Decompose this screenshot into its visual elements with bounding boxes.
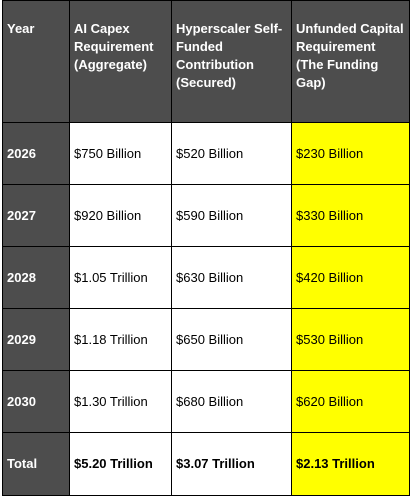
total-row: Total $5.20 Trillion $3.07 Trillion $2.1… bbox=[2, 432, 410, 496]
unfunded-cell: $420 Billion bbox=[291, 246, 410, 309]
table-body: 2026 $750 Billion $520 Billion $230 Bill… bbox=[2, 122, 410, 496]
self-funded-cell: $650 Billion bbox=[171, 308, 292, 371]
year-cell: 2029 bbox=[2, 308, 70, 371]
year-cell: 2026 bbox=[2, 122, 70, 185]
table-row: 2029 $1.18 Trillion $650 Billion $530 Bi… bbox=[2, 308, 410, 371]
capex-cell: $1.18 Trillion bbox=[69, 308, 172, 371]
year-cell: 2027 bbox=[2, 184, 70, 247]
total-label: Total bbox=[2, 432, 70, 496]
header-row: Year AI Capex Requirement (Aggregate) Hy… bbox=[2, 0, 410, 123]
unfunded-cell: $620 Billion bbox=[291, 370, 410, 433]
capex-cell: $920 Billion bbox=[69, 184, 172, 247]
header-self-funded: Hyperscaler Self-Funded Contribution (Se… bbox=[171, 0, 292, 123]
header-year: Year bbox=[2, 0, 70, 123]
self-funded-cell: $520 Billion bbox=[171, 122, 292, 185]
total-capex: $5.20 Trillion bbox=[69, 432, 172, 496]
total-unfunded: $2.13 Trillion bbox=[291, 432, 410, 496]
header-unfunded: Unfunded Capital Requirement (The Fundin… bbox=[291, 0, 410, 123]
self-funded-cell: $680 Billion bbox=[171, 370, 292, 433]
capex-cell: $750 Billion bbox=[69, 122, 172, 185]
table-row: 2028 $1.05 Trillion $630 Billion $420 Bi… bbox=[2, 246, 410, 309]
table-header: Year AI Capex Requirement (Aggregate) Hy… bbox=[2, 0, 410, 123]
table-row: 2027 $920 Billion $590 Billion $330 Bill… bbox=[2, 184, 410, 247]
total-self-funded: $3.07 Trillion bbox=[171, 432, 292, 496]
table-row: 2026 $750 Billion $520 Billion $230 Bill… bbox=[2, 122, 410, 185]
self-funded-cell: $630 Billion bbox=[171, 246, 292, 309]
unfunded-cell: $530 Billion bbox=[291, 308, 410, 371]
year-cell: 2028 bbox=[2, 246, 70, 309]
unfunded-cell: $230 Billion bbox=[291, 122, 410, 185]
year-cell: 2030 bbox=[2, 370, 70, 433]
capex-cell: $1.30 Trillion bbox=[69, 370, 172, 433]
unfunded-cell: $330 Billion bbox=[291, 184, 410, 247]
capex-cell: $1.05 Trillion bbox=[69, 246, 172, 309]
header-capex: AI Capex Requirement (Aggregate) bbox=[69, 0, 172, 123]
table-row: 2030 $1.30 Trillion $680 Billion $620 Bi… bbox=[2, 370, 410, 433]
self-funded-cell: $590 Billion bbox=[171, 184, 292, 247]
